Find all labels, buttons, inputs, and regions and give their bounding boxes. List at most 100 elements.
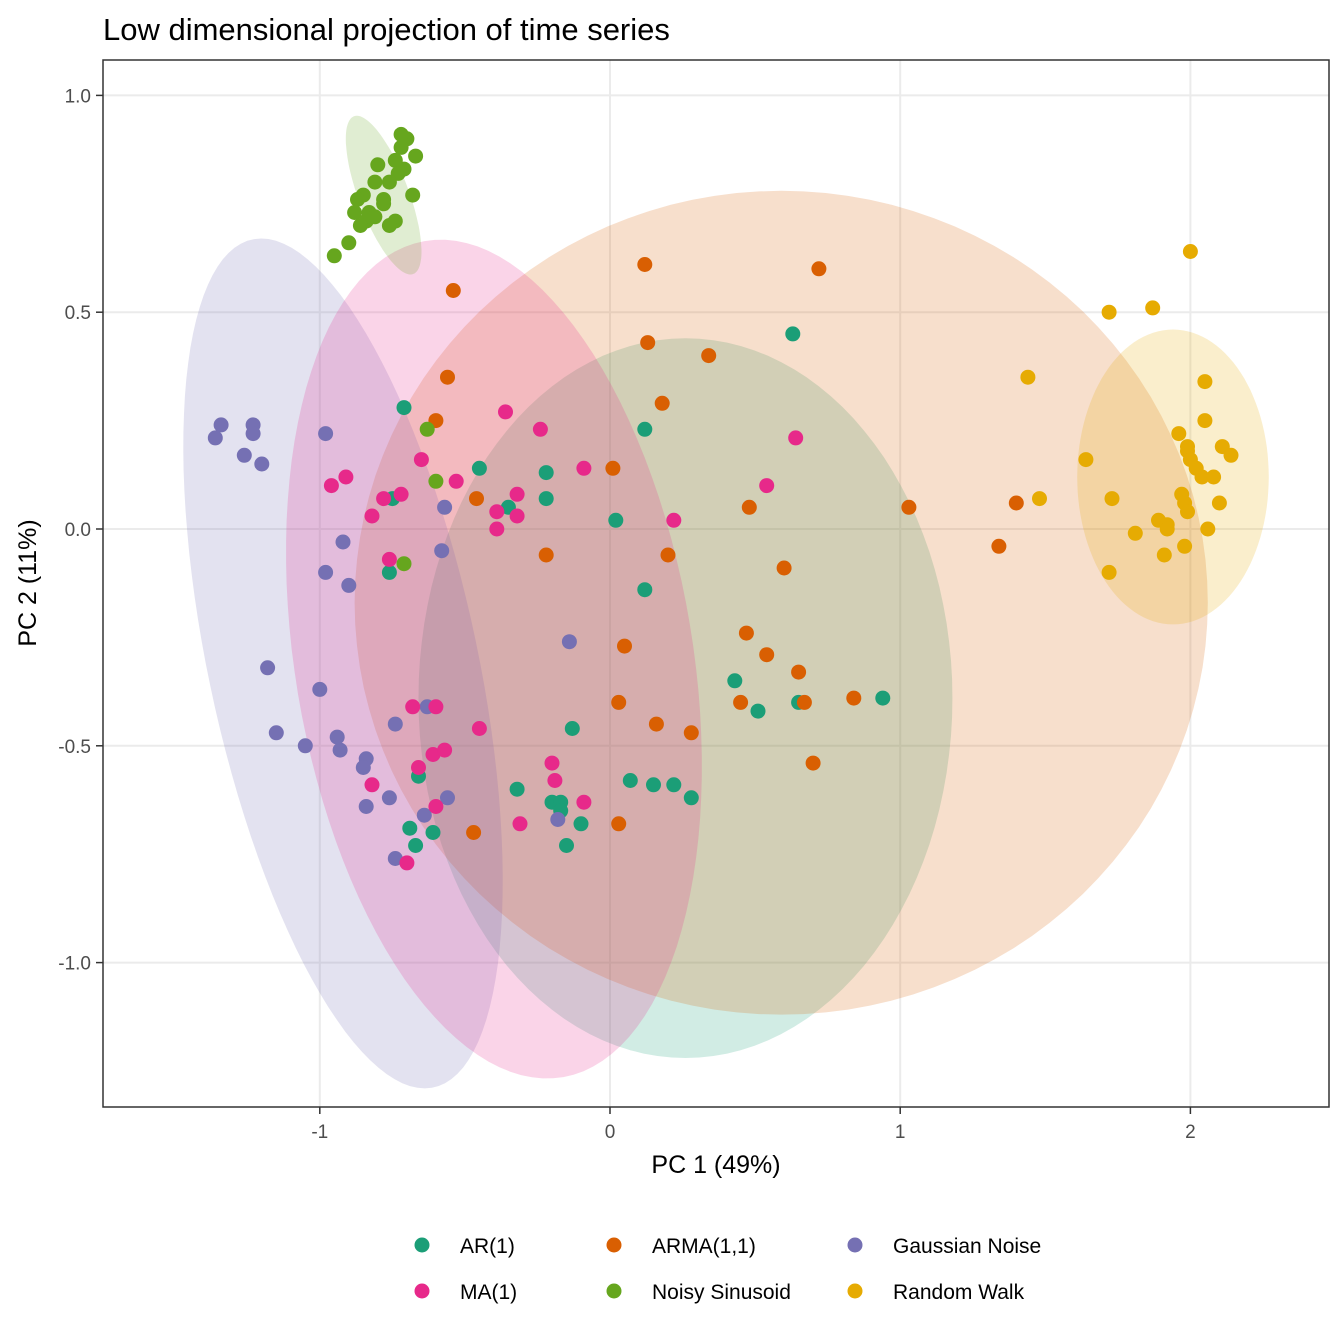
data-point <box>489 504 505 520</box>
data-point <box>538 491 554 507</box>
ellipse-random-walk <box>1077 329 1269 625</box>
data-point <box>750 703 766 719</box>
confidence-ellipses <box>183 115 1269 1089</box>
data-point <box>367 174 383 190</box>
data-point <box>759 647 775 663</box>
x-tick-label: 2 <box>1185 1122 1196 1143</box>
series-ma-1- <box>323 404 804 871</box>
data-point <box>445 283 461 298</box>
data-point <box>341 235 357 251</box>
data-point <box>683 725 699 741</box>
data-point <box>538 465 554 481</box>
y-tick-label: 0.0 <box>65 520 91 541</box>
legend-key <box>606 1283 622 1299</box>
data-point <box>347 205 363 220</box>
data-point <box>788 430 804 446</box>
data-point <box>381 790 397 806</box>
data-point <box>796 694 812 710</box>
data-point <box>323 478 339 494</box>
data-point <box>393 126 409 142</box>
data-point <box>1101 564 1117 580</box>
data-point <box>573 816 589 832</box>
legend-label: AR(1) <box>460 1235 515 1258</box>
data-point <box>1197 413 1213 429</box>
data-point <box>376 196 392 212</box>
data-point <box>376 491 392 507</box>
data-point <box>387 851 403 866</box>
data-point <box>399 855 415 871</box>
data-point <box>364 508 380 524</box>
data-point <box>611 694 627 710</box>
data-point <box>1145 300 1161 316</box>
legend-key <box>606 1237 622 1253</box>
legend-item-random-walk: Random Walk <box>847 1281 1025 1304</box>
data-point <box>437 742 453 758</box>
chart-title: Low dimensional projection of time serie… <box>103 12 670 47</box>
data-point <box>318 564 334 580</box>
data-point <box>428 473 444 489</box>
y-tick-label: -1.0 <box>58 954 91 975</box>
data-point <box>637 421 653 437</box>
data-point <box>741 499 757 515</box>
data-point <box>1200 521 1216 537</box>
ellipse-arma-1-1- <box>354 190 1208 1015</box>
x-tick-label: 0 <box>605 1122 616 1143</box>
legend-label: ARMA(1,1) <box>652 1235 756 1258</box>
data-point <box>666 512 682 528</box>
data-point <box>1156 547 1172 563</box>
data-point <box>440 369 455 385</box>
data-point <box>564 721 580 736</box>
data-point <box>509 508 525 524</box>
data-point <box>416 807 432 823</box>
data-point <box>1159 521 1175 537</box>
data-point <box>791 664 807 680</box>
legend: AR(1) ARMA(1,1) Gaussian Noise MA(1) Noisy S… <box>414 1235 1041 1304</box>
data-point <box>538 547 554 563</box>
data-point <box>666 777 682 793</box>
legend-label: Noisy Sinusoid <box>652 1281 791 1304</box>
legend-item-ma-1-: MA(1) <box>414 1281 517 1304</box>
data-point <box>329 729 345 745</box>
data-point <box>489 521 505 537</box>
data-point <box>1182 244 1198 259</box>
data-point <box>805 755 821 771</box>
data-point <box>381 551 397 567</box>
legend-label: Gaussian Noise <box>893 1235 1041 1258</box>
data-point <box>727 673 743 689</box>
data-point <box>318 426 334 442</box>
data-point <box>683 790 699 806</box>
data-point <box>413 452 429 468</box>
legend-item-gaussian-noise: Gaussian Noise <box>847 1235 1041 1258</box>
data-point <box>297 738 313 754</box>
data-point <box>901 499 917 515</box>
data-point <box>544 755 560 771</box>
data-point <box>498 404 513 420</box>
axis-ticks: -1 0 1 2 -1.0 -0.5 0.0 0.5 1.0 <box>58 86 1195 1143</box>
legend-item-noisy-sinusoid: Noisy Sinusoid <box>606 1281 791 1304</box>
data-point <box>1211 495 1227 511</box>
data-point <box>875 690 891 706</box>
x-axis-title: PC 1 (49%) <box>651 1151 780 1179</box>
data-point <box>785 326 801 342</box>
data-point <box>396 400 412 416</box>
legend-item-arma-1-1-: ARMA(1,1) <box>606 1235 756 1258</box>
data-point <box>1194 469 1210 485</box>
data-point <box>326 248 342 264</box>
data-point <box>1177 538 1193 554</box>
data-point <box>509 486 525 502</box>
data-point <box>312 681 328 697</box>
data-point <box>1197 374 1213 390</box>
data-point <box>236 447 252 463</box>
data-point <box>425 825 441 840</box>
data-point <box>338 469 354 485</box>
data-point <box>440 790 455 806</box>
data-point <box>701 348 717 364</box>
data-point <box>1206 469 1222 485</box>
data-point <box>207 430 223 446</box>
data-point <box>654 395 670 411</box>
data-point <box>411 760 426 775</box>
data-point <box>408 838 424 853</box>
legend-key <box>414 1283 430 1299</box>
data-point <box>576 794 592 810</box>
data-point <box>811 261 827 277</box>
